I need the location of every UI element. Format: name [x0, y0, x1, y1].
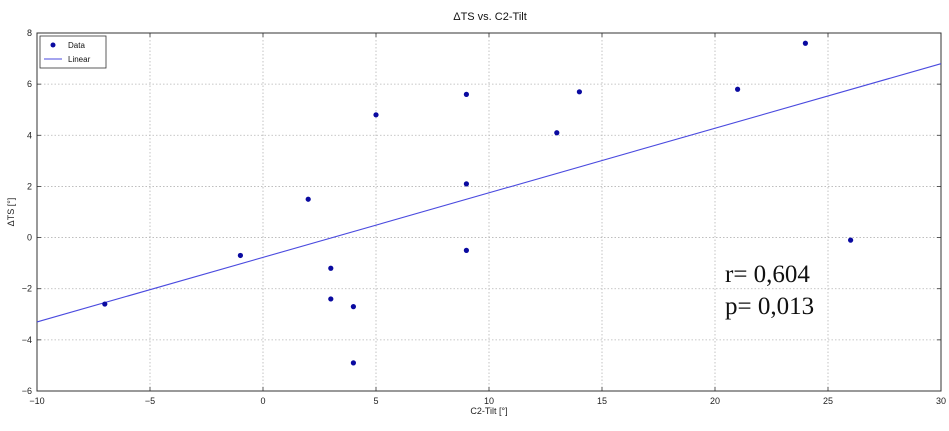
- y-tick-label: −4: [22, 335, 32, 345]
- data-point: [102, 301, 108, 307]
- legend-label-data: Data: [68, 41, 85, 50]
- data-point: [463, 91, 469, 97]
- data-point: [328, 296, 334, 302]
- y-axis-title: ΔTS [°]: [6, 198, 16, 227]
- data-point: [848, 237, 854, 243]
- y-tick-label: 8: [27, 28, 32, 38]
- data-point: [554, 130, 560, 136]
- x-tick-label: −10: [29, 396, 44, 406]
- correlation-r-annotation: r= 0,604: [725, 261, 810, 288]
- series-data: [102, 40, 854, 366]
- x-tick-label: 15: [597, 396, 607, 406]
- data-point: [373, 112, 379, 118]
- x-tick-label: 30: [936, 396, 946, 406]
- data-point: [350, 304, 356, 310]
- legend: Data Linear: [39, 35, 107, 69]
- x-tick-label: 10: [484, 396, 494, 406]
- y-tick-label: 2: [27, 181, 32, 191]
- y-tick-label: 0: [27, 233, 32, 243]
- data-point: [463, 247, 469, 253]
- y-tick-label: 6: [27, 79, 32, 89]
- data-point: [576, 89, 583, 95]
- y-tick-label: 4: [27, 130, 32, 140]
- x-tick-label: 20: [710, 396, 720, 406]
- y-tick-label: −2: [22, 284, 32, 294]
- legend-label-linear: Linear: [68, 55, 91, 64]
- regression-line: [36, 63, 942, 323]
- legend-box: [39, 35, 107, 69]
- legend-marker-data: [50, 42, 56, 48]
- axis-ticks: −10 −5 0 5 10 15 20 25 30 −6 −4 −2 0 2 4 6 8: [22, 28, 946, 406]
- data-point: [305, 196, 311, 202]
- series-linear: [36, 63, 942, 323]
- x-tick-label: 5: [373, 396, 378, 406]
- p-value-annotation: p= 0,013: [725, 293, 814, 320]
- data-point: [735, 86, 741, 92]
- x-tick-label: −5: [145, 396, 155, 406]
- x-axis-title: C2-Tilt [°]: [470, 406, 507, 416]
- data-point: [237, 252, 243, 259]
- grid: [37, 33, 941, 391]
- x-tick-label: 0: [260, 396, 265, 406]
- data-point: [328, 265, 334, 271]
- data-point: [350, 360, 356, 366]
- data-point: [463, 181, 469, 187]
- data-point: [802, 40, 809, 46]
- x-tick-label: 25: [823, 396, 833, 406]
- y-tick-label: −6: [22, 386, 32, 396]
- chart-title: ΔTS vs. C2-Tilt: [453, 11, 527, 23]
